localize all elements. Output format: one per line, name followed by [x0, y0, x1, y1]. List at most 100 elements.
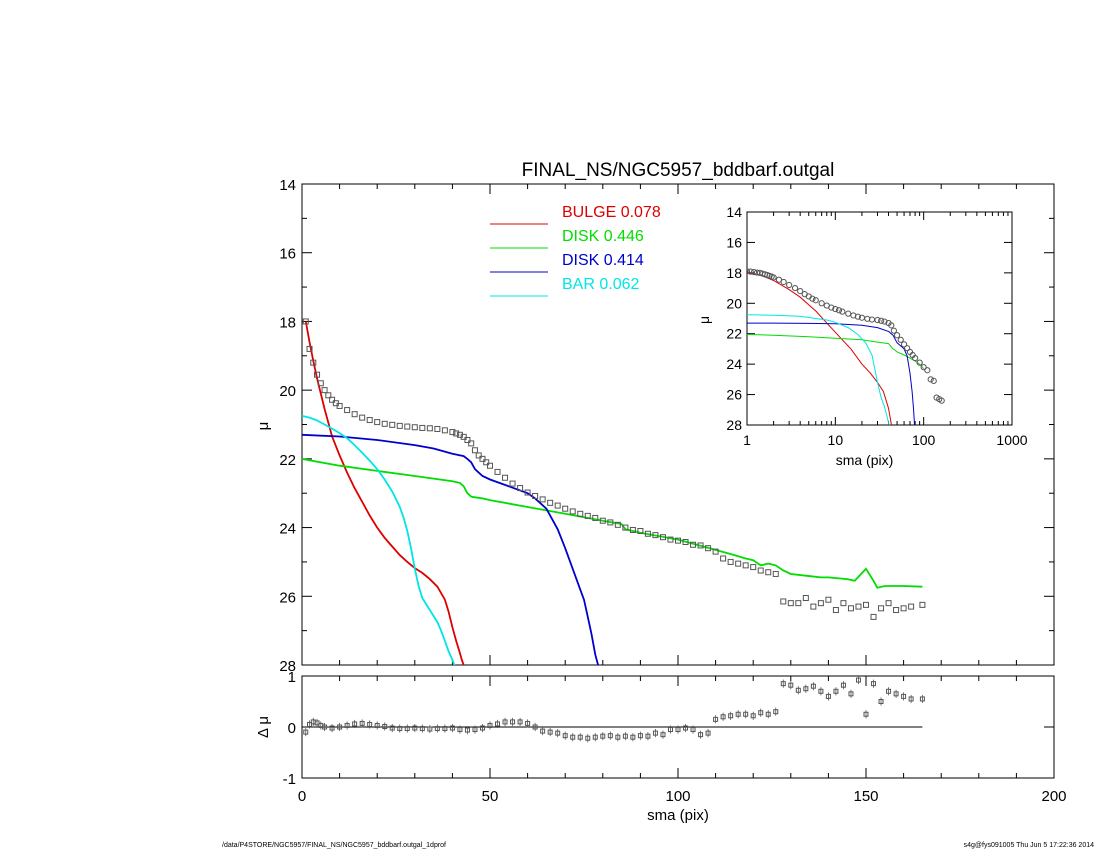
y-tick-label: 24 — [279, 521, 296, 538]
data-point — [772, 570, 779, 577]
data-point — [908, 603, 915, 610]
residual-point — [743, 711, 749, 717]
residual-point — [449, 725, 455, 731]
data-point — [404, 423, 411, 430]
residual-point — [803, 686, 809, 692]
residual-point — [547, 729, 553, 735]
inset-data-point — [854, 313, 861, 320]
legend-label-0: BULGE 0.078 — [562, 204, 661, 221]
x-tick-label: 100 — [665, 788, 690, 805]
residual-point — [464, 727, 470, 733]
y-tick-label: 26 — [726, 387, 742, 403]
x-axis-label: sma (pix) — [647, 807, 709, 824]
inset-data-point — [839, 308, 846, 315]
residual-point — [540, 728, 546, 734]
residual-point — [810, 683, 816, 689]
data-point — [690, 541, 697, 548]
data-point — [825, 596, 832, 603]
residual-point — [690, 727, 696, 733]
data-point — [577, 510, 584, 517]
data-point — [847, 605, 854, 612]
data-point — [306, 345, 313, 352]
x-tick-label: 0 — [298, 788, 306, 805]
inset-data-point — [912, 354, 919, 362]
inset-plot-area — [747, 268, 945, 425]
x-tick-label: 10 — [828, 432, 844, 448]
residual-point — [352, 721, 358, 727]
inset-data-point — [775, 276, 783, 283]
y-tick-label: 24 — [726, 356, 742, 372]
chart-title: FINAL_NS/NGC5957_bddbarf.outgal — [522, 160, 835, 181]
residual-point — [818, 688, 824, 694]
inset-y-axis-label: μ — [696, 316, 712, 324]
residual-point — [374, 722, 380, 728]
residual-point — [555, 730, 561, 736]
data-point — [434, 425, 441, 432]
residual-point — [848, 691, 854, 697]
residual-point — [404, 726, 410, 732]
data-point — [667, 536, 674, 543]
residual-point — [510, 719, 516, 725]
residual-point — [886, 688, 892, 694]
inset-data-point — [920, 364, 927, 371]
inset-data-point — [893, 332, 901, 339]
data-point — [697, 542, 704, 549]
data-point — [659, 534, 666, 541]
residual-point — [878, 699, 884, 704]
residual-point — [389, 725, 395, 731]
residual-point — [901, 693, 907, 699]
y-tick-label: 1 — [288, 669, 296, 686]
data-point — [652, 532, 659, 539]
data-point — [712, 548, 719, 555]
inset-data-point — [835, 307, 843, 314]
model-line-bulge-0 — [304, 321, 465, 665]
residual-point — [773, 709, 779, 715]
residual-point — [622, 733, 628, 739]
residual-point — [329, 725, 335, 731]
data-point — [765, 569, 772, 576]
inset-data-point — [845, 310, 852, 317]
y-tick-label: 18 — [726, 265, 742, 281]
data-point — [742, 562, 749, 569]
data-point — [325, 392, 332, 399]
residual-point — [457, 727, 463, 733]
inset-plot-panel: 14 16 18 20 22 24 26 281 10 100 1000 sma (pix) μ — [696, 204, 1028, 468]
y-tick-label: 18 — [279, 314, 296, 331]
data-point — [524, 489, 531, 496]
data-point — [622, 524, 629, 531]
data-point — [344, 407, 351, 414]
residual-point — [442, 726, 448, 732]
data-point — [840, 600, 847, 607]
inset-data-point — [930, 377, 937, 384]
data-point — [569, 508, 576, 515]
inset-data-point — [881, 318, 888, 325]
residual-point — [314, 720, 320, 726]
data-point — [449, 429, 456, 436]
data-point — [599, 517, 606, 524]
residual-point — [795, 687, 801, 693]
data-point — [780, 598, 787, 605]
residual-point — [630, 734, 636, 740]
main-plot-panel: 14 16 18 20 22 24 26 28 μ — [255, 177, 1055, 675]
inset-data-point — [786, 281, 793, 289]
data-point — [817, 600, 824, 607]
inset-data-point — [750, 268, 758, 276]
residual-point — [833, 688, 839, 694]
residual-point — [765, 711, 771, 717]
data-point — [614, 521, 621, 528]
residual-point — [908, 696, 914, 702]
x-tick-label: 150 — [853, 788, 878, 805]
data-point — [539, 496, 546, 503]
inset-data-point — [797, 288, 804, 295]
data-point — [426, 425, 433, 432]
data-point — [517, 485, 524, 492]
residual-point — [735, 711, 741, 717]
data-point — [832, 607, 839, 614]
x-tick-label: 100 — [912, 432, 936, 448]
inset-model-line-bulge-0 — [747, 272, 892, 425]
residual-point — [427, 726, 433, 732]
residual-point — [303, 729, 309, 735]
inset-x-axis-label: sma (pix) — [836, 452, 894, 468]
